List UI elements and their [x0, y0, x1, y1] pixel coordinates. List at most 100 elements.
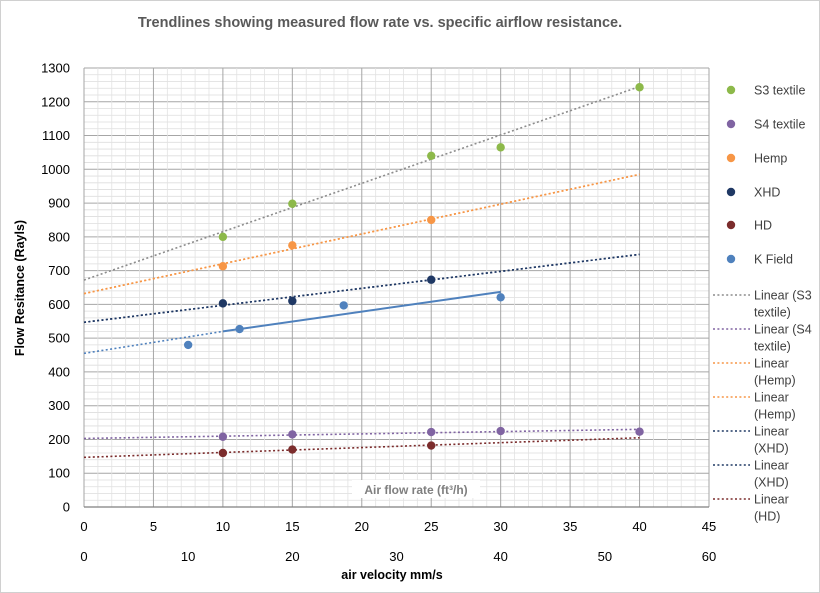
legend-label: Linear: [754, 425, 789, 439]
y-tick-label: 1300: [41, 61, 70, 76]
legend-label: S3 textile: [754, 84, 805, 98]
trendline: [83, 428, 640, 440]
trendlines: [83, 85, 640, 459]
data-point: [288, 430, 297, 439]
legend-label: K Field: [754, 253, 793, 267]
data-point: [218, 432, 228, 441]
legend-label: HD: [754, 219, 772, 233]
legend-label: (Hemp): [754, 374, 796, 388]
data-point: [339, 301, 348, 310]
x-axis-primary-label: Air flow rate (ft³/h): [364, 483, 467, 497]
y-tick-label: 500: [48, 331, 70, 346]
legend-marker: [726, 119, 736, 129]
data-point: [427, 151, 436, 160]
x-primary-tick-label: 20: [355, 519, 369, 534]
y-tick-label: 1000: [41, 162, 70, 177]
data-point: [427, 441, 436, 450]
grid: [83, 67, 710, 508]
data-point: [218, 232, 228, 242]
trendline: [83, 85, 640, 281]
legend-label: Linear: [754, 459, 789, 473]
y-tick-label: 400: [48, 364, 70, 379]
y-tick-label: 1200: [41, 94, 70, 109]
x-primary-tick-label: 0: [80, 519, 87, 534]
legend-label: textile): [754, 306, 791, 320]
x-primary-tick-label: 15: [285, 519, 299, 534]
y-tick-label: 900: [48, 196, 70, 211]
data-point: [496, 426, 505, 436]
legend-marker: [726, 153, 736, 163]
data-point: [496, 293, 505, 302]
x-secondary-tick-label: 30: [389, 549, 403, 564]
y-tick-label: 800: [48, 229, 70, 244]
x-primary-tick-label: 45: [702, 519, 716, 534]
data-point: [218, 262, 228, 271]
x-secondary-tick-label: 20: [285, 549, 299, 564]
y-tick-label: 0: [63, 500, 70, 515]
legend-label: Linear (S3: [754, 289, 812, 303]
trendline: [83, 253, 640, 324]
x-secondary-tick-label: 0: [80, 549, 87, 564]
data-point: [427, 427, 436, 437]
legend-marker: [726, 85, 736, 95]
data-point: [427, 275, 436, 284]
y-tick-label: 200: [48, 432, 70, 447]
x-secondary-tick-labels: 0 10 20 30 40 50 60: [80, 549, 716, 564]
data-point: [496, 143, 505, 152]
y-tick-label: 1100: [42, 128, 70, 143]
legend-label: Linear (S4: [754, 323, 812, 337]
legend-marker: [726, 220, 736, 230]
x-secondary-tick-label: 60: [702, 549, 716, 564]
data-point: [183, 340, 193, 350]
x-axis-secondary-label: air velocity mm/s: [341, 568, 442, 582]
legend-label: Linear: [754, 391, 789, 405]
legend-label: (HD): [754, 510, 780, 524]
x-primary-tick-label: 40: [632, 519, 646, 534]
x-primary-tick-label: 25: [424, 519, 438, 534]
legend-label: Hemp: [754, 152, 787, 166]
x-primary-tick-label: 30: [493, 519, 507, 534]
data-point: [635, 83, 644, 92]
legend-label: Linear: [754, 493, 789, 507]
data-point: [218, 448, 228, 458]
trendline-extension: [83, 330, 224, 355]
x-primary-tick-label: 10: [216, 519, 230, 534]
data-point: [218, 299, 228, 308]
x-primary-label-bg: [352, 480, 480, 498]
data-point: [635, 427, 644, 436]
data-points: [183, 83, 644, 458]
y-tick-label: 100: [48, 466, 70, 481]
legend-label: (XHD): [754, 476, 789, 490]
data-point: [235, 324, 244, 334]
legend-label: (Hemp): [754, 408, 796, 422]
y-tick-label: 700: [48, 263, 70, 278]
x-primary-tick-label: 35: [563, 519, 577, 534]
y-tick-label: 600: [48, 297, 70, 312]
data-point: [427, 215, 436, 225]
legend-label: S4 textile: [754, 118, 805, 132]
x-secondary-tick-label: 50: [598, 549, 612, 564]
y-tick-labels: 0 100 200 300 400 500 600 700 800 900 1000 1100 1200…: [41, 61, 70, 515]
data-point: [288, 445, 297, 454]
chart-title: Trendlines showing measured flow rate vs…: [138, 15, 622, 31]
legend-marker: [726, 187, 736, 197]
legend-label: textile): [754, 340, 791, 354]
trendline: [83, 436, 640, 459]
legend-label: Linear: [754, 357, 789, 371]
x-secondary-tick-label: 10: [181, 549, 195, 564]
data-point: [288, 296, 297, 306]
y-tick-label: 300: [48, 398, 70, 413]
data-point: [288, 199, 297, 208]
x-secondary-tick-label: 40: [493, 549, 507, 564]
x-primary-tick-label: 5: [150, 519, 157, 534]
legend-marker: [726, 254, 736, 264]
trendline-solid: [222, 290, 501, 333]
legend-label: XHD: [754, 186, 780, 200]
y-axis-label: Flow Resitance (Rayls): [13, 220, 27, 356]
x-primary-tick-labels: 0 5 10 15 20 25 30 35 40 45: [80, 519, 716, 534]
legend: S3 textile S4 textile Hemp XHD HD K Field Line…: [713, 84, 812, 524]
legend-label: (XHD): [754, 442, 789, 456]
data-point: [288, 241, 297, 250]
